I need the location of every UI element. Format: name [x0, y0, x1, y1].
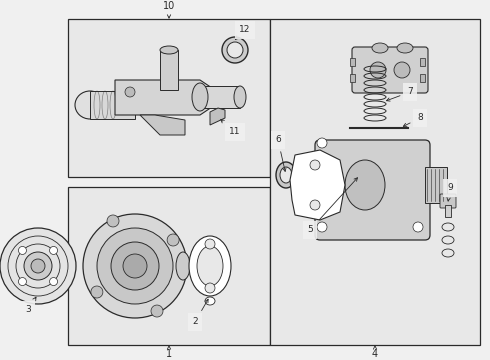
Circle shape	[24, 252, 52, 280]
Circle shape	[107, 215, 119, 227]
Circle shape	[394, 62, 410, 78]
Text: 11: 11	[221, 120, 241, 136]
Bar	[68, 187, 270, 345]
Bar	[200, 86, 240, 108]
Circle shape	[49, 247, 57, 255]
Ellipse shape	[205, 297, 215, 305]
Circle shape	[19, 278, 26, 285]
Polygon shape	[140, 115, 185, 135]
Circle shape	[31, 259, 45, 273]
Ellipse shape	[176, 252, 190, 280]
Bar	[420, 58, 425, 66]
Circle shape	[310, 200, 320, 210]
Text: 2: 2	[192, 299, 208, 327]
FancyBboxPatch shape	[440, 194, 456, 208]
Circle shape	[0, 228, 76, 304]
Bar	[445, 205, 451, 217]
Ellipse shape	[227, 42, 243, 58]
Circle shape	[111, 242, 159, 290]
Ellipse shape	[160, 46, 178, 54]
Text: 12: 12	[236, 26, 251, 39]
Circle shape	[317, 138, 327, 148]
Circle shape	[91, 286, 103, 298]
Circle shape	[310, 160, 320, 170]
Circle shape	[167, 234, 179, 246]
Circle shape	[317, 222, 327, 232]
FancyBboxPatch shape	[315, 140, 430, 240]
Text: 4: 4	[372, 346, 378, 359]
Polygon shape	[115, 80, 215, 115]
Text: 5: 5	[307, 178, 358, 234]
Ellipse shape	[345, 160, 385, 210]
Bar	[350, 74, 355, 82]
Bar	[90, 91, 135, 119]
Circle shape	[123, 254, 147, 278]
Circle shape	[413, 222, 423, 232]
Circle shape	[151, 305, 163, 317]
Bar	[420, 74, 425, 82]
Text: 3: 3	[25, 297, 36, 315]
Circle shape	[49, 278, 57, 285]
Polygon shape	[210, 108, 225, 125]
Bar	[270, 19, 480, 345]
Circle shape	[205, 239, 215, 249]
Text: 1: 1	[166, 346, 172, 359]
Ellipse shape	[75, 91, 105, 119]
Ellipse shape	[192, 83, 208, 111]
Bar	[68, 19, 270, 177]
Ellipse shape	[397, 43, 413, 53]
Ellipse shape	[189, 236, 231, 296]
Ellipse shape	[372, 43, 388, 53]
Text: 6: 6	[275, 135, 286, 171]
Ellipse shape	[234, 86, 246, 108]
Circle shape	[19, 247, 26, 255]
Ellipse shape	[312, 176, 324, 194]
Text: 9: 9	[447, 184, 453, 201]
Polygon shape	[290, 150, 345, 220]
Text: 10: 10	[163, 1, 175, 18]
Circle shape	[370, 62, 386, 78]
Text: 7: 7	[387, 87, 413, 101]
Circle shape	[205, 283, 215, 293]
Bar	[425, 167, 447, 203]
Ellipse shape	[276, 162, 296, 188]
FancyBboxPatch shape	[352, 47, 428, 93]
Bar	[160, 50, 178, 90]
Circle shape	[125, 87, 135, 97]
Text: 8: 8	[403, 113, 423, 126]
Circle shape	[97, 228, 173, 304]
Circle shape	[83, 214, 187, 318]
Ellipse shape	[222, 37, 248, 63]
Ellipse shape	[280, 167, 292, 183]
Ellipse shape	[197, 246, 223, 286]
Bar	[350, 58, 355, 66]
